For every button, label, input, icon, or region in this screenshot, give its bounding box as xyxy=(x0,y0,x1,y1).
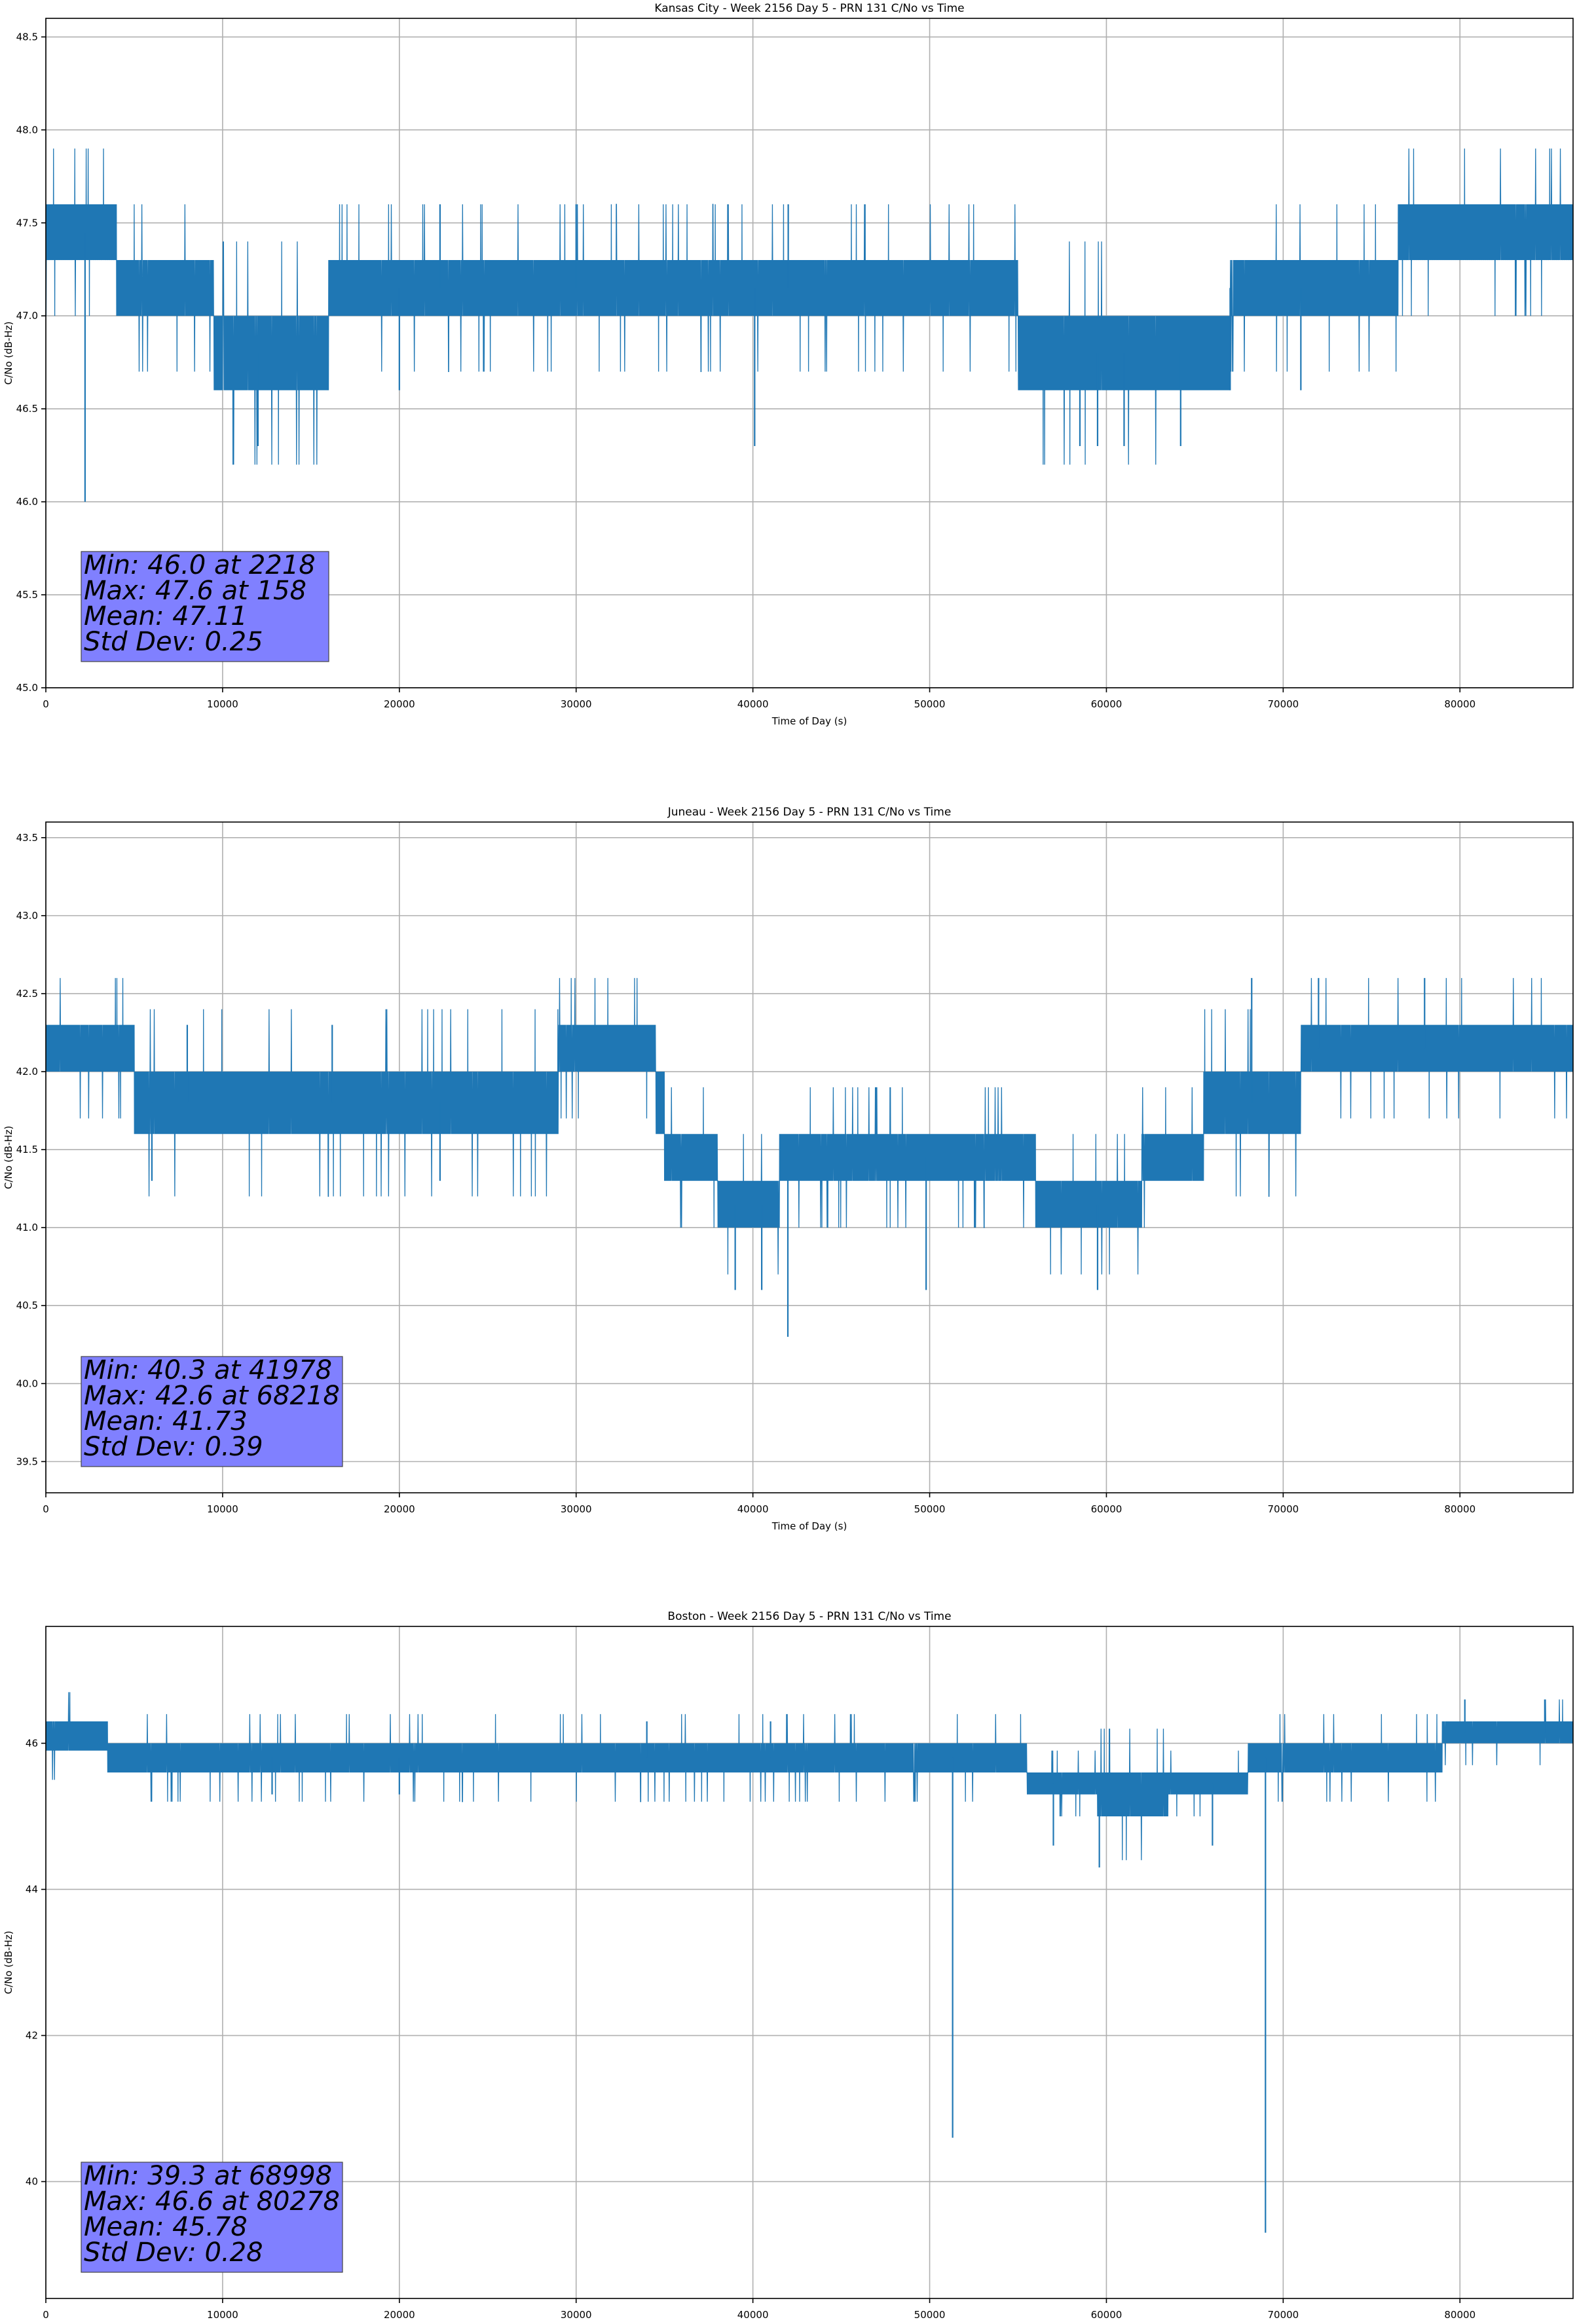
stats-line: Mean: 41.73 xyxy=(84,1406,248,1436)
x-tick-label: 60000 xyxy=(1091,2309,1122,2321)
axes-frame xyxy=(45,821,1574,1493)
stats-line: Max: 46.6 at 80278 xyxy=(84,2186,340,2217)
x-axis: 0 10000 20000 30000 40000 50000 60000 70000 8000… xyxy=(43,1493,1475,1515)
y-axis: 39.5 40.0 40.5 41.0 41.5 42.0 42.5 43.0 43.5 xyxy=(16,832,46,1467)
y-tick-label: 39.5 xyxy=(16,1455,38,1467)
y-tick-label: 47.5 xyxy=(16,217,38,229)
y-tick-label: 45.5 xyxy=(16,589,38,601)
x-tick-label: 80000 xyxy=(1444,2309,1475,2321)
x-axis: 0 10000 20000 30000 40000 50000 60000 70000 8000… xyxy=(43,688,1475,710)
x-tick-label: 40000 xyxy=(737,2309,769,2321)
y-tick-label: 46.5 xyxy=(16,403,38,415)
x-tick-label: 50000 xyxy=(914,2309,946,2321)
x-tick-label: 80000 xyxy=(1444,698,1475,710)
x-tick-label: 30000 xyxy=(561,698,592,710)
chart-panel-3: 0 10000 20000 30000 40000 50000 60000 70000 8000… xyxy=(3,1610,1574,2321)
stats-box xyxy=(81,551,329,662)
y-axis: 40 42 44 46 xyxy=(26,1737,46,2188)
y-tick-label: 46.0 xyxy=(16,496,38,508)
y-axis-label: C/No (dB-Hz) xyxy=(3,1126,14,1190)
x-tick-label: 20000 xyxy=(384,1503,415,1515)
x-axis-label: Time of Day (s) xyxy=(771,1520,847,1532)
data-spikes xyxy=(151,978,1426,1337)
x-tick-label: 20000 xyxy=(384,2309,415,2321)
data-spikes xyxy=(84,204,1302,502)
chart-title: Juneau - Week 2156 Day 5 - PRN 131 C/No … xyxy=(667,806,952,819)
stats-box xyxy=(81,1356,343,1467)
y-axis-label: C/No (dB-Hz) xyxy=(3,1931,14,1995)
y-tick-label: 41.5 xyxy=(16,1144,38,1155)
stats-line: Max: 47.6 at 158 xyxy=(84,576,306,606)
x-tick-label: 30000 xyxy=(561,2309,592,2321)
x-tick-label: 50000 xyxy=(914,698,946,710)
data-series-line xyxy=(46,148,1573,465)
y-tick-label: 42.0 xyxy=(16,1066,38,1078)
x-axis: 0 10000 20000 30000 40000 50000 60000 70000 8000… xyxy=(43,2298,1475,2321)
x-tick-label: 70000 xyxy=(1267,1503,1299,1515)
chart-panel-2: 0 10000 20000 30000 40000 50000 60000 70000 8000… xyxy=(3,806,1574,1532)
chart-title: Kansas City - Week 2156 Day 5 - PRN 131 … xyxy=(654,2,964,15)
x-tick-label: 10000 xyxy=(207,1503,238,1515)
x-tick-label: 30000 xyxy=(561,1503,592,1515)
x-tick-label: 40000 xyxy=(737,698,769,710)
x-tick-label: 40000 xyxy=(737,1503,769,1515)
y-tick-label: 40.5 xyxy=(16,1300,38,1311)
stats-line: Max: 42.6 at 68218 xyxy=(84,1381,340,1411)
x-tick-label: 60000 xyxy=(1091,1503,1122,1515)
stats-line: Min: 40.3 at 41978 xyxy=(84,1355,332,1385)
y-tick-label: 46 xyxy=(26,1737,38,1749)
stats-line: Std Dev: 0.28 xyxy=(84,2238,263,2268)
x-tick-label: 10000 xyxy=(207,2309,238,2321)
y-tick-label: 48.5 xyxy=(16,31,38,43)
stats-line: Min: 46.0 at 2218 xyxy=(84,550,316,580)
stats-line: Std Dev: 0.39 xyxy=(84,1432,263,1462)
y-tick-label: 43.0 xyxy=(16,910,38,922)
y-tick-label: 44 xyxy=(26,1883,38,1895)
y-tick-label: 41.0 xyxy=(16,1222,38,1233)
x-tick-label: 0 xyxy=(43,1503,49,1515)
y-tick-label: 45.0 xyxy=(16,682,38,694)
stats-line: Mean: 45.78 xyxy=(84,2212,248,2242)
x-tick-label: 60000 xyxy=(1091,698,1122,710)
y-axis: 45.0 45.5 46.0 46.5 47.0 47.5 48.0 48.5 xyxy=(16,31,46,694)
chart-panel-1: 0 10000 20000 30000 40000 50000 60000 70000 8000… xyxy=(3,2,1574,727)
x-tick-label: 50000 xyxy=(914,1503,946,1515)
y-tick-label: 48.0 xyxy=(16,124,38,136)
stats-box xyxy=(81,2162,343,2273)
data-spikes xyxy=(271,1699,1546,2233)
y-tick-label: 40 xyxy=(26,2176,38,2188)
x-tick-label: 10000 xyxy=(207,698,238,710)
stats-line: Min: 39.3 at 68998 xyxy=(84,2161,332,2191)
axes-frame xyxy=(45,1626,1574,2299)
x-tick-label: 80000 xyxy=(1444,1503,1475,1515)
data-series-line xyxy=(46,1692,1573,1860)
y-tick-label: 42.5 xyxy=(16,988,38,1000)
x-tick-label: 70000 xyxy=(1267,698,1299,710)
y-tick-label: 40.0 xyxy=(16,1378,38,1389)
x-tick-label: 0 xyxy=(43,698,49,710)
chart-title: Boston - Week 2156 Day 5 - PRN 131 C/No … xyxy=(667,1610,951,1623)
y-axis-label: C/No (dB-Hz) xyxy=(3,322,14,385)
axes-frame xyxy=(45,18,1574,688)
y-tick-label: 43.5 xyxy=(16,832,38,844)
x-axis-label: Time of Day (s) xyxy=(771,715,847,727)
x-tick-label: 0 xyxy=(43,2309,49,2321)
x-tick-label: 70000 xyxy=(1267,2309,1299,2321)
stats-line: Std Dev: 0.25 xyxy=(84,627,263,657)
stats-line: Mean: 47.11 xyxy=(84,601,248,631)
y-tick-label: 42 xyxy=(26,2030,38,2042)
y-tick-label: 47.0 xyxy=(16,310,38,322)
x-tick-label: 20000 xyxy=(384,698,415,710)
